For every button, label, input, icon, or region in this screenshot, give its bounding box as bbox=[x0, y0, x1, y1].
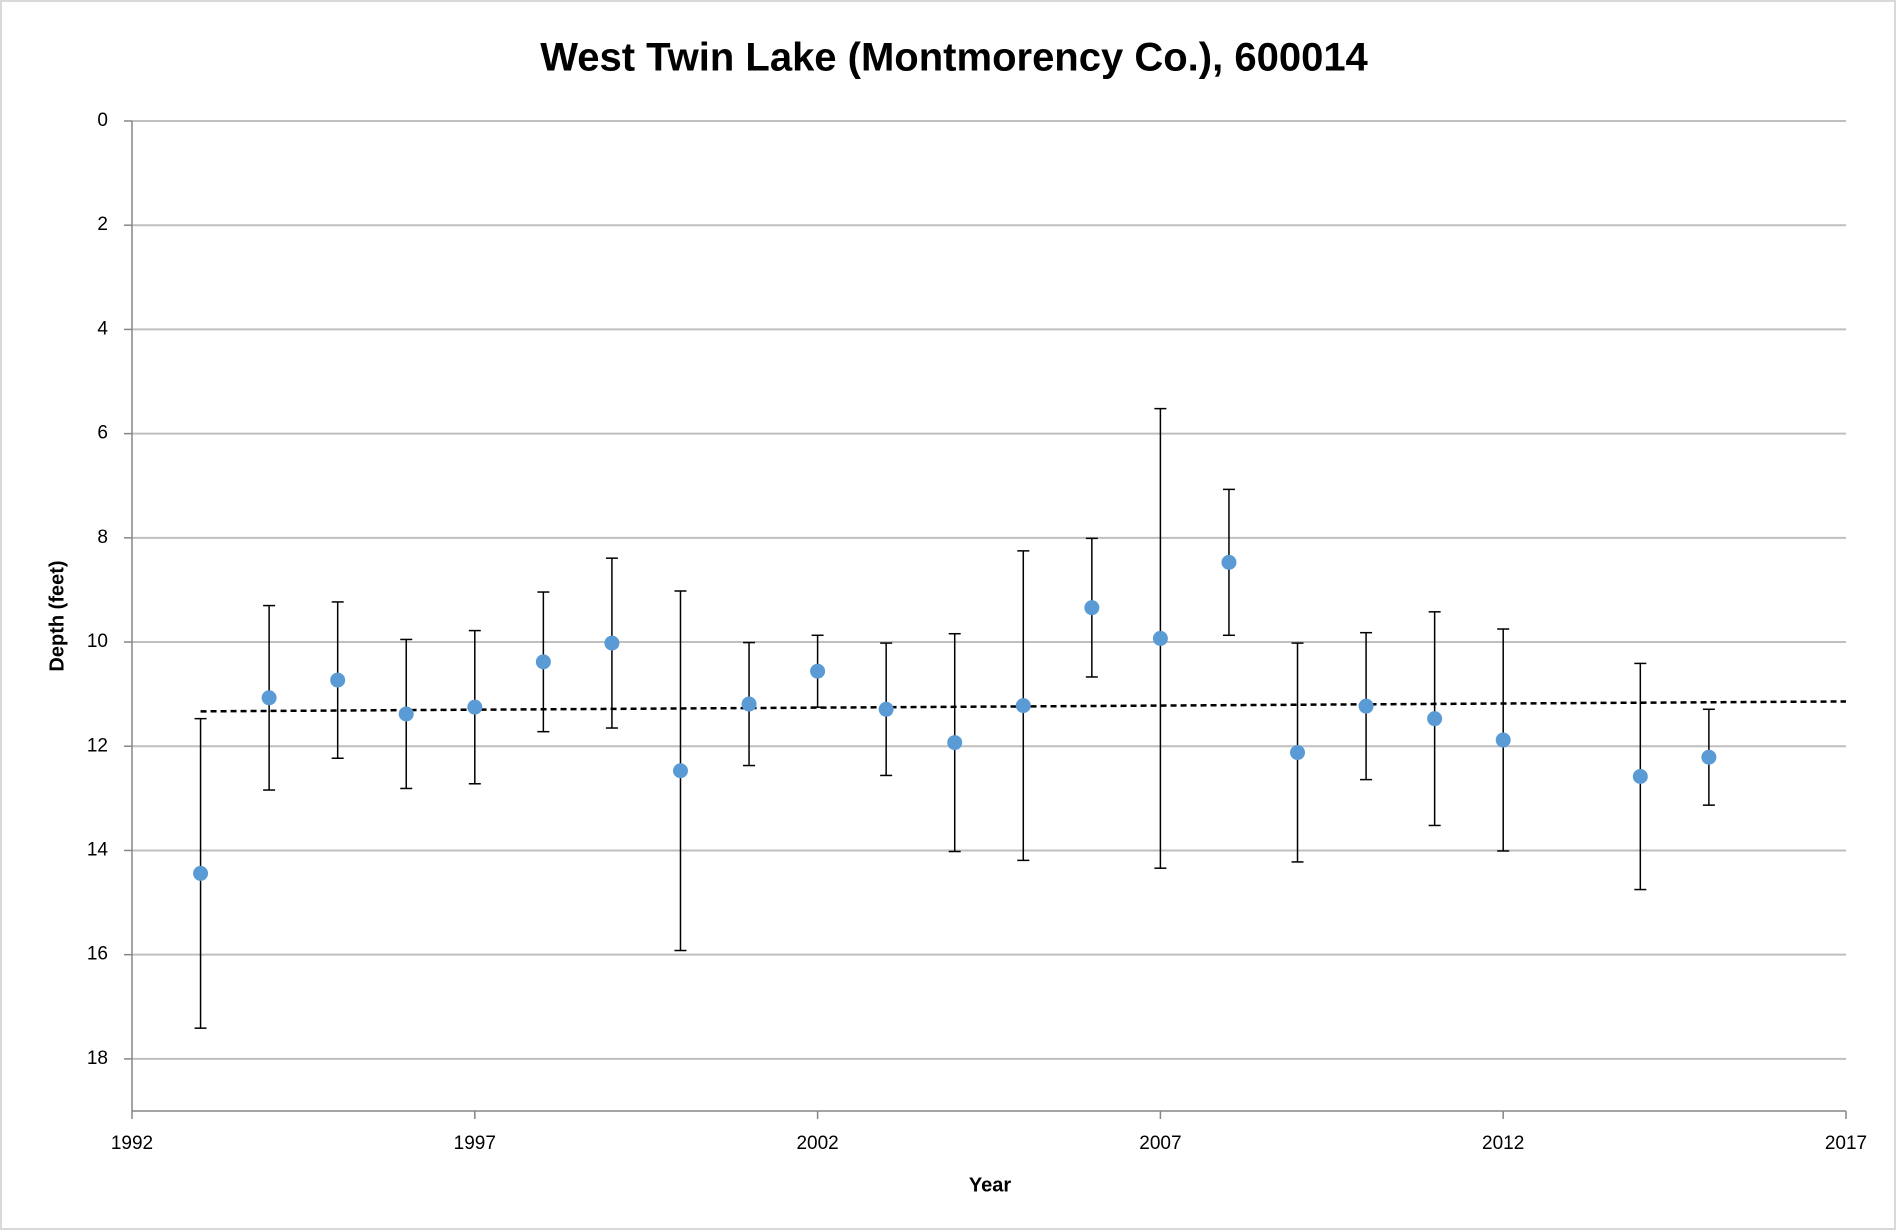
data-point bbox=[1084, 600, 1100, 616]
y-tick-label: 4 bbox=[97, 318, 108, 339]
y-tick-label: 0 bbox=[97, 110, 108, 131]
data-point bbox=[604, 635, 620, 651]
data-point bbox=[741, 696, 757, 712]
y-tick-label: 8 bbox=[97, 527, 108, 548]
x-tick-label: 1997 bbox=[454, 1133, 496, 1154]
data-point bbox=[1358, 698, 1374, 714]
x-tick-label: 2017 bbox=[1825, 1133, 1867, 1154]
y-tick-label: 6 bbox=[97, 423, 108, 444]
data-point bbox=[398, 706, 414, 722]
data-point bbox=[1015, 698, 1031, 714]
data-point bbox=[1427, 711, 1443, 727]
x-tick-label: 2012 bbox=[1482, 1133, 1524, 1154]
chart-title: West Twin Lake (Montmorency Co.), 600014 bbox=[540, 36, 1368, 80]
x-tick-label: 2007 bbox=[1139, 1133, 1181, 1154]
data-point bbox=[193, 865, 209, 881]
data-point bbox=[1221, 554, 1237, 570]
data-point bbox=[878, 701, 894, 717]
data-point bbox=[1495, 732, 1511, 748]
y-axis-title: Depth (feet) bbox=[46, 560, 68, 671]
data-point bbox=[1152, 630, 1168, 646]
data-point bbox=[261, 690, 277, 706]
y-tick-label: 18 bbox=[87, 1048, 108, 1069]
data-point bbox=[1701, 749, 1717, 765]
x-tick-label: 2002 bbox=[796, 1133, 838, 1154]
y-tick-label: 10 bbox=[87, 631, 108, 652]
x-axis-title: Year bbox=[969, 1174, 1011, 1196]
y-tick-label: 16 bbox=[87, 944, 108, 965]
data-point bbox=[330, 672, 346, 688]
data-point bbox=[810, 663, 826, 679]
data-point bbox=[467, 699, 483, 715]
x-tick-label: 1992 bbox=[111, 1133, 153, 1154]
y-tick-label: 12 bbox=[87, 735, 108, 756]
data-point bbox=[1632, 768, 1648, 784]
data-point bbox=[672, 763, 688, 779]
y-tick-label: 2 bbox=[97, 214, 108, 235]
data-point bbox=[947, 735, 963, 751]
data-point bbox=[535, 654, 551, 670]
y-tick-label: 14 bbox=[87, 839, 109, 860]
data-point bbox=[1290, 745, 1306, 761]
